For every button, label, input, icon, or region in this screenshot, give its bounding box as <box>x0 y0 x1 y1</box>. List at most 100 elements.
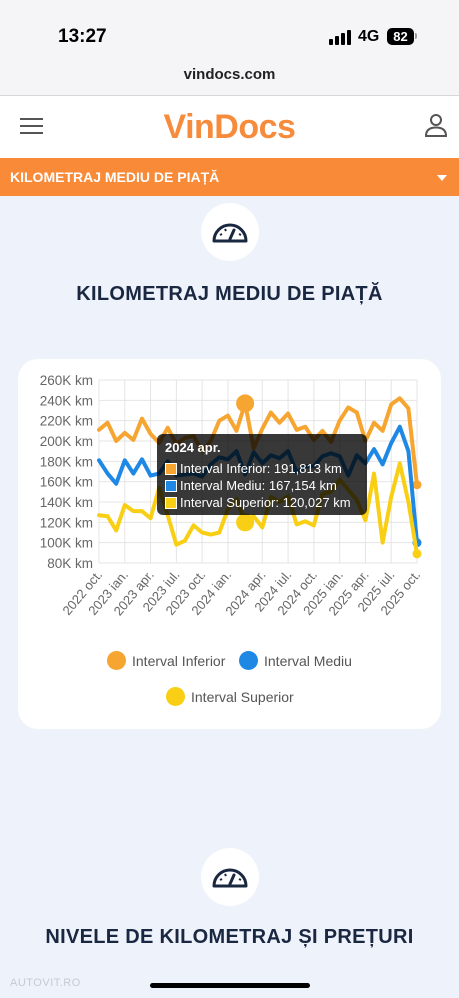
hamburger-icon[interactable] <box>20 118 43 135</box>
data-point <box>252 514 256 518</box>
section-dropdown-label[interactable]: KILOMETRAJ MEDIU DE PIAȚĂ <box>10 169 220 185</box>
y-tick-label: 120K km <box>40 515 93 530</box>
y-tick-label: 140K km <box>40 495 93 510</box>
data-point <box>320 429 324 433</box>
tooltip-text-inferior: Interval Inferior: 191,813 km <box>180 461 342 476</box>
watermark: AUTOVIT.RO <box>10 977 81 989</box>
data-point <box>381 462 385 466</box>
data-point <box>106 514 110 518</box>
tooltip-swatch-inferior <box>165 462 177 475</box>
data-point <box>123 503 127 507</box>
data-point <box>355 411 359 415</box>
signal-icon <box>329 30 353 45</box>
legend-label-superior[interactable]: Interval Superior <box>191 688 294 705</box>
data-point <box>406 449 410 453</box>
tooltip-title: 2024 apr. <box>165 440 221 455</box>
site-header: VinDocs <box>0 96 459 158</box>
legend-label-inferior[interactable]: Interval Inferior <box>132 652 226 669</box>
section-dropdown[interactable]: KILOMETRAJ MEDIU DE PIAȚĂ <box>0 158 459 196</box>
hover-point <box>236 513 255 532</box>
data-point <box>260 427 264 431</box>
data-point <box>381 541 385 545</box>
hover-point <box>236 394 255 413</box>
legend-item-inferior[interactable]: Interval Inferior <box>107 651 225 670</box>
data-point <box>269 411 273 415</box>
data-point <box>200 531 204 534</box>
data-point <box>295 522 299 526</box>
data-point <box>183 539 187 543</box>
data-point <box>114 439 118 443</box>
data-point <box>166 426 170 430</box>
caret-down-icon[interactable] <box>437 175 447 181</box>
data-point <box>217 419 221 423</box>
legend-label-mediu[interactable]: Interval Mediu <box>264 652 352 669</box>
battery-tip <box>415 33 417 39</box>
data-point <box>140 457 144 461</box>
data-point <box>303 519 307 523</box>
data-point <box>106 421 110 425</box>
series-line <box>97 461 419 556</box>
data-point <box>303 425 307 429</box>
data-point <box>97 458 101 462</box>
data-point <box>295 428 299 432</box>
status-bar: 13:27 4G 82 <box>0 0 459 58</box>
data-point <box>140 417 144 421</box>
chart-tooltip: 2024 apr. Interval Inferior: 191,813 km … <box>157 434 367 515</box>
data-point <box>149 474 153 478</box>
tooltip-text-superior: Interval Superior: 120,027 km <box>180 495 351 510</box>
y-tick-label: 220K km <box>40 414 93 429</box>
browser-url-bar[interactable]: vindocs.com <box>0 58 459 96</box>
y-tick-label: 260K km <box>40 373 93 388</box>
data-point <box>131 472 135 476</box>
data-point <box>372 447 376 451</box>
data-point <box>312 523 316 527</box>
data-point <box>226 414 230 418</box>
data-point <box>381 429 385 433</box>
data-point <box>389 495 393 499</box>
tooltip-row-superior: Interval Superior: 120,027 km <box>165 495 351 510</box>
data-point <box>406 500 410 504</box>
data-point <box>131 509 135 513</box>
data-point <box>338 419 342 423</box>
data-point <box>131 438 135 442</box>
legend-dot-inferior <box>107 651 126 670</box>
data-point <box>140 509 144 513</box>
clock-time: 13:27 <box>58 26 107 47</box>
data-point <box>235 429 239 433</box>
data-point <box>97 428 101 432</box>
legend-item-mediu[interactable]: Interval Mediu <box>239 651 352 670</box>
battery-icon: 82 <box>387 28 414 45</box>
data-point <box>389 441 393 445</box>
section-title-nivele: NIVELE DE KILOMETRAJ ȘI PREȚURI <box>45 926 414 948</box>
data-point <box>398 425 402 429</box>
site-logo[interactable]: VinDocs <box>163 108 296 146</box>
data-point <box>123 431 127 435</box>
home-indicator <box>150 983 310 988</box>
url-text[interactable]: vindocs.com <box>183 66 276 83</box>
data-point <box>192 523 196 527</box>
data-point <box>372 472 376 476</box>
tooltip-text-mediu: Interval Mediu: 167,154 km <box>180 478 337 493</box>
data-point <box>398 396 402 400</box>
legend-item-superior[interactable]: Interval Superior <box>166 687 294 706</box>
data-point <box>398 461 402 465</box>
data-point <box>412 480 422 490</box>
y-tick-label: 200K km <box>40 434 93 449</box>
data-point <box>114 528 118 532</box>
data-point <box>389 402 393 406</box>
speedometer-icon <box>201 203 259 261</box>
user-icon[interactable] <box>424 112 448 138</box>
data-point <box>209 533 213 537</box>
data-point <box>123 458 127 462</box>
data-point <box>363 518 367 522</box>
y-tick-label: 240K km <box>40 393 93 408</box>
y-tick-label: 100K km <box>40 536 93 551</box>
data-point <box>149 432 153 436</box>
section-title-kilometraj: KILOMETRAJ MEDIU DE PIAȚĂ <box>76 283 383 305</box>
x-axis-ticks: 2022 oct.2023 ian.2023 apr.2023 iul.2023… <box>59 567 423 618</box>
y-tick-label: 160K km <box>40 475 93 490</box>
legend-dot-superior <box>166 687 185 706</box>
legend-dot-mediu <box>239 651 258 670</box>
y-axis-ticks: 80K km 100K km 120K km 140K km 160K km 180K k… <box>40 373 93 571</box>
data-point <box>114 482 118 486</box>
